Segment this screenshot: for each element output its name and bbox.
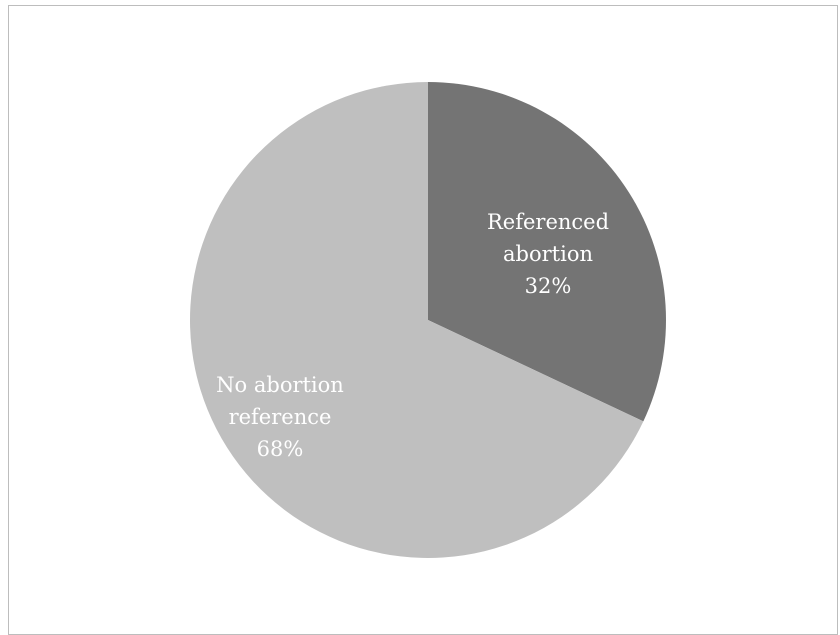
pie-slice-label-0: Referenced abortion 32% (487, 210, 609, 298)
pie-slice-label-1: No abortion reference 68% (216, 373, 344, 461)
pie-slice-label-line: abortion (503, 242, 593, 266)
pie-slice-label-line: Referenced (487, 210, 609, 234)
pie-slice-percent: 68% (257, 437, 304, 461)
pie-slice-label-line: No abortion (216, 373, 344, 397)
pie-slices (190, 82, 666, 558)
pie-slice-percent: 32% (525, 274, 572, 298)
pie-slice-label-line: reference (229, 405, 332, 429)
pie-slice-0 (428, 82, 666, 422)
pie-slice-1 (190, 82, 644, 558)
pie-labels: Referenced abortion 32% No abortion referenc… (216, 210, 609, 461)
